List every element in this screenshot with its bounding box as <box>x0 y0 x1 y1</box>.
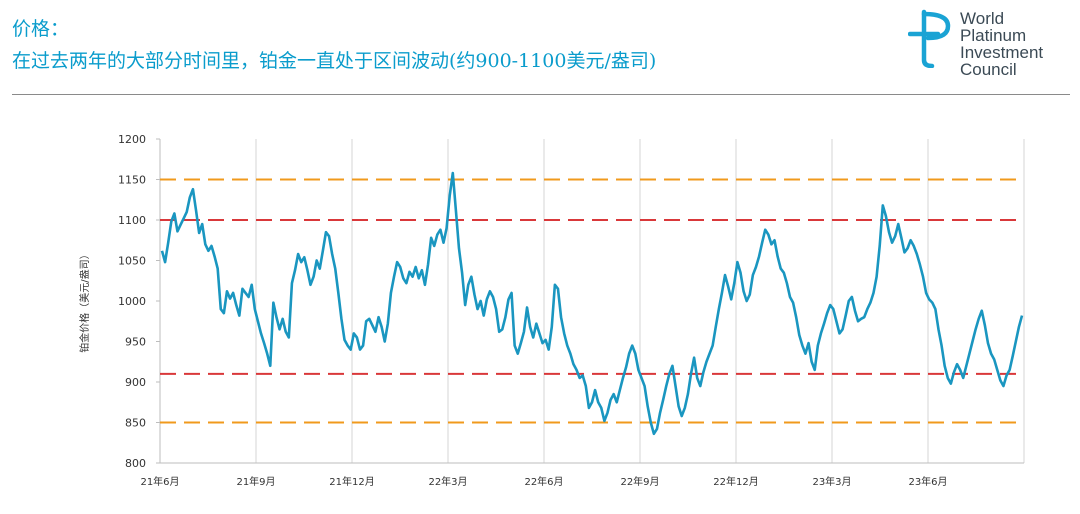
chart-svg: 21年6月 21年9月 21年12月 22年3月 22年6月 22年9月 22年12月 23年… <box>78 133 1025 488</box>
wpic-logo-text: World Platinum Investment Council <box>960 10 1043 78</box>
logo-line-3: Investment <box>960 43 1044 62</box>
header-divider <box>12 94 1070 95</box>
y-tick-label: 1200 <box>118 133 146 146</box>
y-tick-label: 850 <box>125 417 146 430</box>
x-tick-label: 23年6月 <box>908 475 947 488</box>
y-axis-label: 铂金价格（美元/盎司） <box>78 249 91 352</box>
x-tick-label: 21年9月 <box>236 475 275 488</box>
y-tick-label: 950 <box>125 336 146 349</box>
x-tick-label: 22年12月 <box>713 475 758 488</box>
wpic-tp-monogram-icon <box>907 9 951 69</box>
x-tick-label: 22年9月 <box>620 475 659 488</box>
x-tick-label: 22年6月 <box>524 475 563 488</box>
page-subtitle: 在过去两年的大部分时间里，铂金一直处于区间波动(约900-1100美元/盎司) <box>12 50 657 72</box>
x-tick-label: 21年12月 <box>329 475 374 488</box>
wpic-logo: World Platinum Investment Council <box>907 8 1076 84</box>
x-tick-label: 23年3月 <box>812 475 851 488</box>
y-tick-label: 1050 <box>118 255 146 268</box>
y-tick-label: 1150 <box>118 174 146 187</box>
logo-line-1: World <box>960 9 1005 28</box>
platinum-price-chart: 21年6月 21年9月 21年12月 22年3月 22年6月 22年9月 22年12月 23年… <box>0 100 1080 510</box>
y-tick-label: 900 <box>125 376 146 389</box>
logo-line-2: Platinum <box>960 26 1027 45</box>
price-series-line <box>160 171 1024 436</box>
page-title: 价格： <box>12 18 70 40</box>
logo-line-4: Council <box>960 60 1017 79</box>
y-tick-label: 800 <box>125 457 146 470</box>
y-tick-label: 1000 <box>118 295 146 308</box>
x-tick-label: 21年6月 <box>140 475 179 488</box>
y-tick-label: 1100 <box>118 214 146 227</box>
x-tick-label: 22年3月 <box>428 475 467 488</box>
